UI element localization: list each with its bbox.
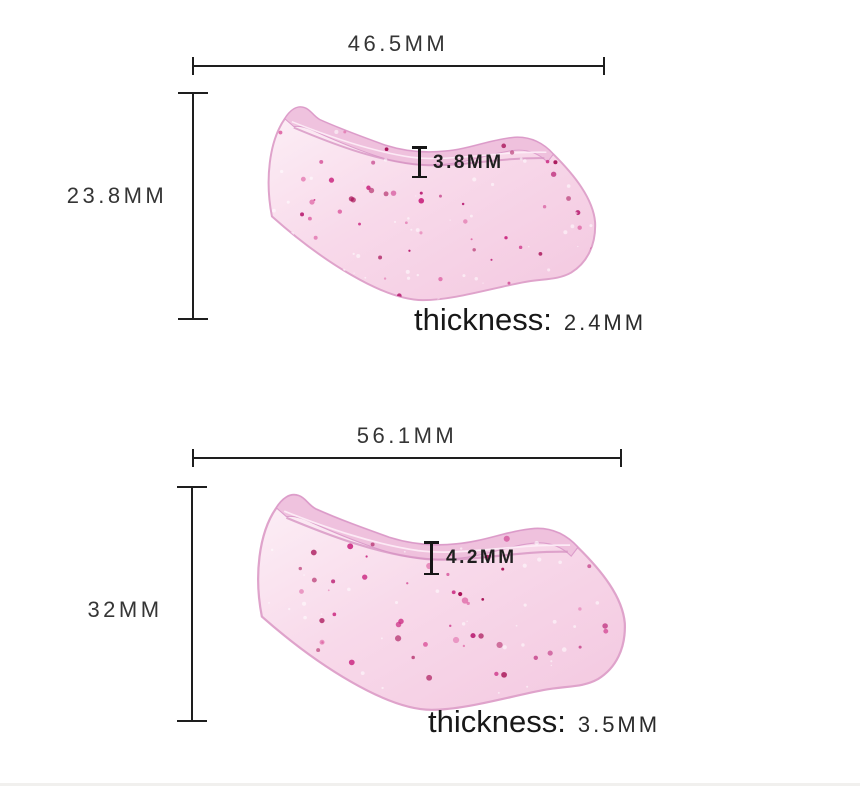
dimension-line (192, 65, 605, 67)
dimension-line (192, 457, 622, 459)
notch-cap-bottom (424, 572, 439, 575)
dimension-line (192, 92, 194, 320)
dimension-cap-bottom (177, 720, 207, 722)
gel-patch-small (267, 106, 597, 302)
dimension-tick-right (620, 449, 622, 467)
height-dimension-line-small (178, 92, 208, 320)
thickness-caption-small: thickness: 2.4MM (414, 302, 646, 338)
notch-line (430, 541, 433, 575)
height-dimension-label-small: 23.8MM (66, 183, 168, 208)
notch-measure-small (412, 146, 427, 178)
dimension-line (191, 486, 193, 722)
width-dimension-label-large: 56.1MM (356, 423, 458, 448)
thickness-word: thickness: (414, 302, 552, 337)
patch-rim-highlight (283, 510, 571, 553)
height-dimension-line-large (177, 486, 207, 722)
photo-bottom-edge (0, 783, 860, 786)
thickness-caption-large: thickness: 3.5MM (428, 704, 660, 740)
patch-rim (284, 106, 554, 166)
width-dimension-line-small (192, 57, 605, 75)
patch-body (257, 493, 626, 711)
height-dimension-label-large: 32MM (87, 597, 163, 622)
patch-rim (275, 494, 579, 560)
notch-measure-large (424, 541, 439, 575)
notch-cap-bottom (412, 175, 427, 178)
notch-line (418, 146, 421, 178)
patch-groove-line (293, 126, 545, 167)
notch-label-small: 3.8MM (433, 152, 504, 173)
dimension-tick-right (603, 57, 605, 75)
thickness-value: 3.5MM (577, 712, 661, 737)
width-dimension-label-small: 46.5MM (347, 31, 449, 56)
patch-body (267, 106, 597, 302)
notch-label-large: 4.2MM (446, 547, 517, 568)
thickness-value: 2.4MM (563, 310, 647, 335)
width-dimension-line-large (192, 449, 622, 467)
dimension-cap-bottom (178, 318, 208, 320)
thickness-word: thickness: (428, 704, 566, 739)
patch-groove-line (285, 516, 568, 561)
patch-rim-highlight (291, 120, 547, 160)
gel-patch-large (257, 493, 626, 711)
